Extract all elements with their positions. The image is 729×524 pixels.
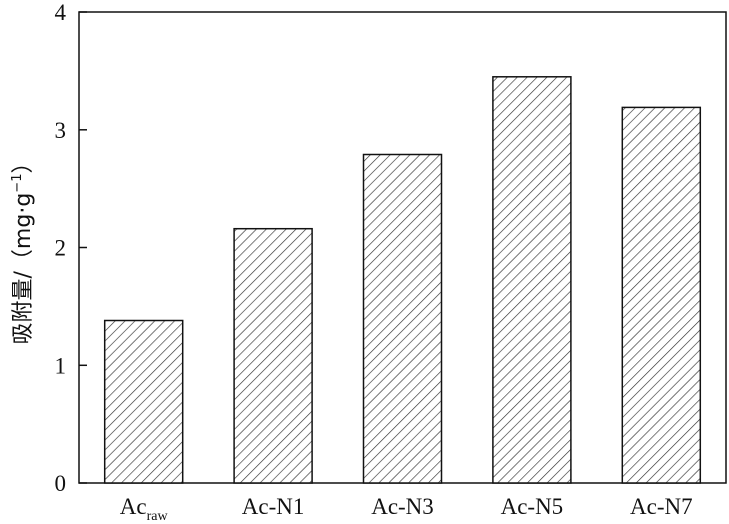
x-tick-label-4: Ac-N7 (630, 494, 693, 519)
y-axis-label-sup: −1 (10, 174, 25, 193)
bar-4 (621, 106, 702, 484)
x-tick-label-2: Ac-N3 (371, 494, 434, 519)
bar-3 (492, 76, 572, 484)
x-tick-label-3: Ac-N5 (501, 494, 564, 519)
y-tick-label-4: 4 (55, 0, 67, 25)
bars-group (103, 76, 702, 484)
bar-2 (362, 153, 443, 484)
y-axis-label: 吸附量/（mg·g−1） (10, 152, 36, 345)
bar-0 (103, 319, 184, 484)
y-axis-label-close: ） (11, 152, 36, 174)
y-axis-label-main: 吸附量/（mg·g (11, 193, 36, 345)
x-tick-label-1: Ac-N1 (242, 494, 305, 519)
y-tick-label-1: 1 (55, 353, 67, 378)
bar-1 (233, 227, 313, 484)
y-tick-label-2: 2 (55, 236, 67, 261)
x-axis-labels: Acraw Ac-N1 Ac-N3 Ac-N5 Ac-N7 (120, 494, 693, 524)
x-tick-label-0: Acraw (120, 494, 169, 524)
y-tick-label-3: 3 (55, 118, 67, 143)
y-tick-label-0: 0 (55, 471, 67, 496)
y-axis-ticks: 0 1 2 3 4 (55, 0, 87, 496)
